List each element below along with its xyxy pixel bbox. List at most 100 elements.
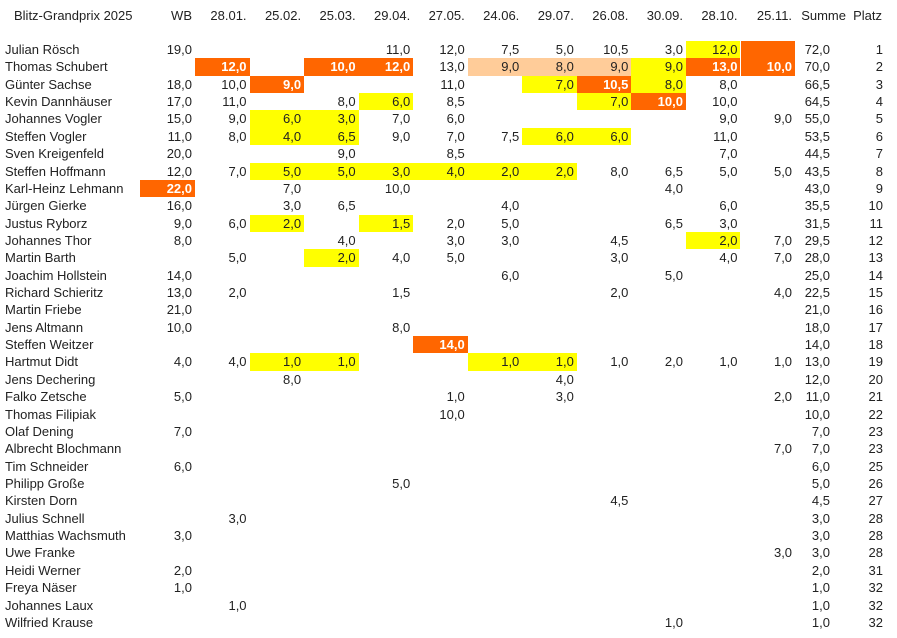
platz-cell: 2 (875, 59, 883, 75)
header-platz: Platz (853, 8, 882, 23)
wb-cell: 6,0 (173, 458, 192, 474)
score-cell (522, 319, 577, 336)
score-cell (413, 510, 468, 527)
score-cell: 7,0 (773, 232, 793, 248)
wb-cell (140, 371, 195, 388)
wb-cell (140, 58, 195, 75)
table-row: Karl-Heinz Lehmann 22,0 7,0 10,0 4,0 43,0 9 (0, 179, 897, 198)
score-cell (359, 423, 414, 440)
platz-cell: 26 (868, 476, 883, 491)
score-cell (413, 527, 468, 544)
score-cell (304, 614, 359, 631)
table-row: Heidi Werner 2,0 2,0 31 (0, 562, 897, 579)
score-cell (522, 423, 577, 440)
score-cell (631, 110, 686, 127)
score-cell (741, 406, 796, 423)
platz-cell: 32 (868, 614, 883, 630)
score-cell (631, 128, 686, 145)
wb-cell: 14,0 (166, 267, 192, 283)
score-cell: 7,0 (283, 180, 302, 196)
score-cell (304, 336, 359, 353)
score-cell: 10,0 (631, 93, 686, 111)
score-cell (195, 388, 250, 405)
score-cell (304, 423, 359, 440)
score-cell: 11,0 (440, 76, 465, 92)
score-cell (468, 301, 523, 318)
player-name: Thomas Schubert (5, 59, 108, 75)
score-cell: 4,0 (228, 354, 247, 370)
score-cell (686, 527, 741, 544)
score-cell (413, 197, 468, 214)
score-cell (304, 510, 359, 527)
score-cell (522, 527, 577, 544)
score-cell (741, 93, 796, 110)
player-name: Johannes Vogler (5, 111, 102, 127)
player-name: Kevin Dannhäuser (5, 94, 112, 110)
score-cell: 4,5 (610, 493, 629, 509)
score-cell: 14,0 (413, 336, 468, 354)
score-cell: 1,5 (358, 214, 414, 232)
player-name: Freya Näser (5, 580, 77, 596)
score-cell: 4,5 (610, 232, 629, 248)
score-cell (195, 475, 250, 492)
score-cell: 6,5 (337, 198, 356, 214)
score-cell (468, 510, 523, 527)
score-cell (359, 492, 414, 509)
platz-cell: 28 (868, 528, 883, 544)
score-cell (304, 544, 359, 561)
platz-cell: 10 (868, 198, 883, 214)
score-cell (631, 284, 686, 301)
score-cell: 5,0 (501, 215, 520, 231)
score-cell (741, 510, 796, 527)
platz-cell: 28 (868, 545, 883, 561)
platz-cell: 20 (868, 371, 883, 387)
score-cell (304, 440, 359, 457)
score-cell (250, 319, 305, 336)
score-cell (631, 579, 686, 596)
platz-cell: 27 (868, 493, 883, 509)
score-cell (686, 544, 741, 561)
score-cell (195, 614, 250, 631)
score-cell: 5,0 (773, 163, 793, 179)
table-row: Olaf Dening 7,0 7,0 23 (0, 423, 897, 440)
score-cell: 2,0 (249, 214, 305, 232)
score-cell: 8,0 (522, 58, 577, 76)
score-cell: 5,0 (446, 250, 465, 266)
player-name: Matthias Wachsmuth (5, 528, 126, 544)
score-cell (686, 423, 741, 440)
score-cell (195, 406, 250, 423)
score-cell: 3,0 (664, 42, 683, 57)
score-cell (631, 319, 686, 336)
score-cell (468, 579, 523, 596)
score-cell (304, 527, 359, 544)
score-cell (413, 614, 468, 631)
player-name: Martin Friebe (5, 302, 82, 318)
score-cell (304, 597, 359, 614)
score-cell (413, 579, 468, 596)
score-cell: 1,0 (664, 614, 683, 630)
header-date: 25.02. (264, 8, 302, 23)
header-date: 25.03. (319, 8, 356, 23)
score-cell: 4,0 (392, 250, 411, 266)
score-cell: 7,0 (446, 128, 465, 144)
score-cell (304, 371, 359, 388)
score-cell (686, 440, 741, 457)
score-cell (195, 301, 250, 318)
score-cell (250, 58, 305, 75)
score-cell: 4,0 (501, 198, 520, 214)
score-cell (686, 475, 741, 492)
score-cell (359, 614, 414, 631)
score-cell (686, 406, 741, 423)
table-row: Kirsten Dorn 4,5 4,5 27 (0, 492, 897, 509)
score-cell (686, 388, 741, 405)
score-cell (413, 562, 468, 579)
score-cell (468, 614, 523, 631)
summe-cell: 55,0 (804, 111, 830, 127)
wb-cell (140, 249, 195, 266)
score-cell: 4,0 (773, 285, 793, 301)
score-cell (631, 336, 686, 353)
summe-cell: 4,5 (811, 493, 830, 509)
summe-cell: 72,0 (804, 42, 830, 57)
score-cell (359, 197, 414, 214)
player-name: Steffen Hoffmann (5, 163, 106, 179)
